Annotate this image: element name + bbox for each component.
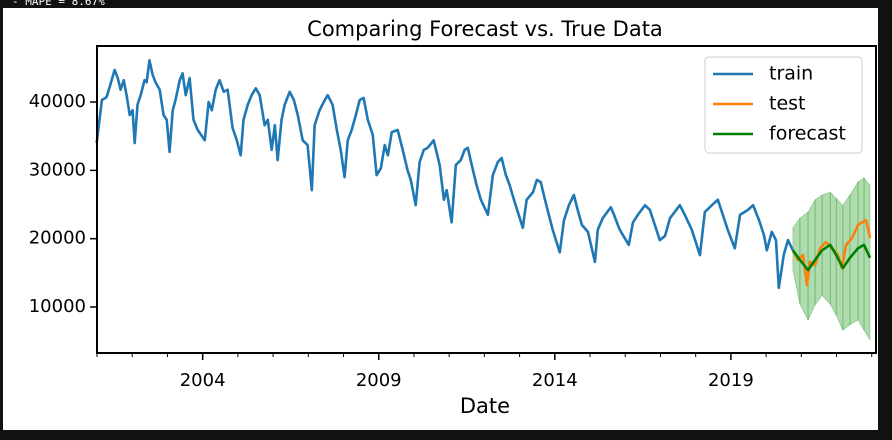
y-tick-label: 20000 bbox=[29, 228, 86, 249]
confidence-band bbox=[857, 177, 865, 332]
y-tick-label: 10000 bbox=[29, 296, 86, 317]
plot-area bbox=[95, 59, 872, 341]
legend-label: train bbox=[769, 63, 813, 85]
line-train bbox=[95, 59, 795, 290]
x-axis-label: Date bbox=[460, 394, 510, 418]
confidence-band bbox=[863, 177, 871, 341]
x-tick-label: 2009 bbox=[356, 370, 402, 391]
annotation: - MAPE = 8.67% bbox=[12, 0, 105, 8]
legend-box bbox=[704, 56, 863, 154]
legend: train test forecast bbox=[704, 56, 863, 154]
y-tick-label: 30000 bbox=[29, 159, 86, 180]
legend-label: forecast bbox=[769, 123, 846, 145]
axes-frame bbox=[96, 45, 877, 354]
line-forecast bbox=[791, 243, 872, 272]
x-tick-label: 2014 bbox=[532, 370, 578, 391]
y-tick-label: 40000 bbox=[29, 91, 86, 112]
x-tick-label: 2019 bbox=[708, 370, 754, 391]
x-tick-label: 2004 bbox=[180, 370, 226, 391]
legend-label: test bbox=[769, 93, 806, 115]
chart-title: Comparing Forecast vs. True Data bbox=[307, 17, 663, 41]
